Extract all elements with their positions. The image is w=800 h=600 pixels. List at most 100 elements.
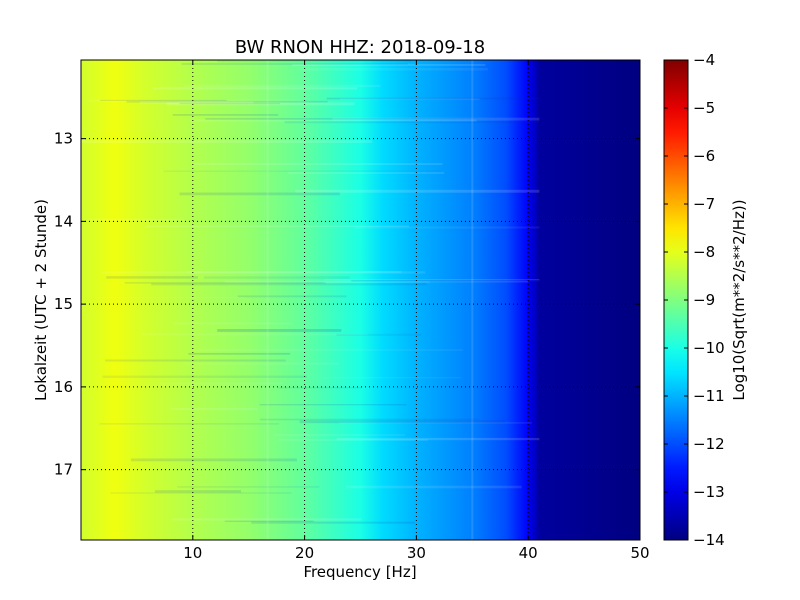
heatmap-streak [193,349,464,351]
heatmap-streak [141,333,368,336]
heatmap-streak [184,84,381,88]
heatmap-streak [203,276,350,279]
heatmap-streak [145,225,409,228]
y-tick-label: 16 [54,378,73,396]
heatmap-streak [106,276,199,279]
heatmap-streak [151,283,427,286]
heatmap-streak [292,64,486,66]
chart-title: BW RNON HHZ: 2018-09-18 [235,37,485,58]
heatmap-streak [81,140,373,143]
heatmap-streak [179,192,340,196]
heatmap-streak [128,384,259,387]
heatmap-vline [266,60,269,540]
colorbar-tick-label: −8 [693,243,715,261]
heatmap-vline [471,60,474,540]
y-tick-label: 14 [54,212,73,230]
heatmap-streak [100,99,227,101]
x-tick-label: 10 [183,544,202,562]
heatmap-streak [102,271,426,274]
colorbar-tick-label: −7 [693,195,715,213]
y-tick-label: 13 [54,130,73,148]
heatmap-streak [181,63,408,65]
heatmap-streak [154,490,241,493]
colorbar-tick-label: −9 [693,291,715,309]
heatmap-streak [351,280,540,282]
heatmap-streak [172,114,279,116]
colorbar-tick-label: −11 [693,387,725,405]
heatmap-streak [88,218,184,221]
heatmap-streak [171,518,362,521]
colorbar-tick-label: −13 [693,483,725,501]
x-tick-label: 30 [407,544,426,562]
heatmap-streak [225,280,529,283]
y-tick-label: 17 [54,461,73,479]
heatmap-streak [190,119,477,122]
heatmap-streak [299,420,506,424]
heatmap-streak [191,163,443,165]
heatmap-streak [295,189,540,193]
heatmap-streak [166,102,355,106]
heatmap-streak [205,118,525,120]
heatmap-streak [326,97,540,100]
x-tick-label: 40 [519,544,538,562]
heatmap-streak [251,521,415,524]
heatmap-streak [278,387,363,389]
heatmap-streak [130,458,297,462]
heatmap-streak [300,68,488,71]
heatmap-streak [126,100,328,103]
heatmap-streak [274,434,406,436]
heatmap-streak [188,352,291,355]
heatmap-streak [105,359,286,362]
heatmap-streak [259,404,407,406]
heatmap-streak [179,102,280,105]
x-axis: 10 20 30 40 50 [183,60,650,562]
heatmap-streak [217,60,412,63]
heatmap-streak [173,322,292,325]
colorbar-tick-label: −12 [693,435,725,453]
heatmap-streak [339,98,480,101]
x-tick-label: 20 [295,544,314,562]
heatmap-streak [336,437,540,441]
grid-lines [81,60,640,540]
heatmap-streak [260,418,479,421]
heatmap-stripes [81,60,540,540]
colorbar-label: Log10(Sqrt(m**2/s**2/Hz)) [730,199,748,400]
heatmap-streak [110,492,292,494]
heatmap-streak [346,485,522,489]
heatmap-streak [177,486,320,488]
heatmap-streak [287,171,445,174]
heatmap-streak [170,407,258,410]
heatmap-area [81,60,640,540]
heatmap-streak [284,121,540,124]
heatmap-streak [124,282,326,284]
heatmap-streak [152,87,357,90]
y-axis: 13 14 15 16 17 [54,130,640,479]
heatmap-streak [99,423,279,425]
y-tick-label: 15 [54,295,73,313]
heatmap-streak [184,362,340,365]
heatmap-streak [278,439,428,441]
heatmap-streak [339,421,532,424]
heatmap-streak [336,333,422,336]
y-axis-label: Lokalzeit (UTC + 2 Stunde) [32,199,50,401]
colorbar-tick-label: −6 [693,147,715,165]
heatmap-streak [324,377,462,379]
heatmap-streak [159,382,283,385]
heatmap-streak [217,329,342,332]
heatmap-streak [324,279,540,281]
heatmap-streak [332,117,540,121]
plot-frame [80,59,641,541]
heatmap-streak [186,271,402,274]
heatmap-streak [139,101,254,104]
heatmap-streak [95,297,246,299]
heatmap-streak [237,295,347,298]
x-tick-label: 50 [630,544,649,562]
heatmap-streak [163,170,442,172]
colorbar-tick-label: −5 [693,99,715,117]
colorbar-tick-label: −10 [693,339,725,357]
heatmap-streak [86,99,302,102]
colorbar-tick-label: −14 [693,531,725,549]
x-axis-label: Frequency [Hz] [303,563,416,581]
colorbar-ticks: −4 −5 −6 −7 −8 −9 −10 −11 −12 −13 −14 [664,51,725,549]
